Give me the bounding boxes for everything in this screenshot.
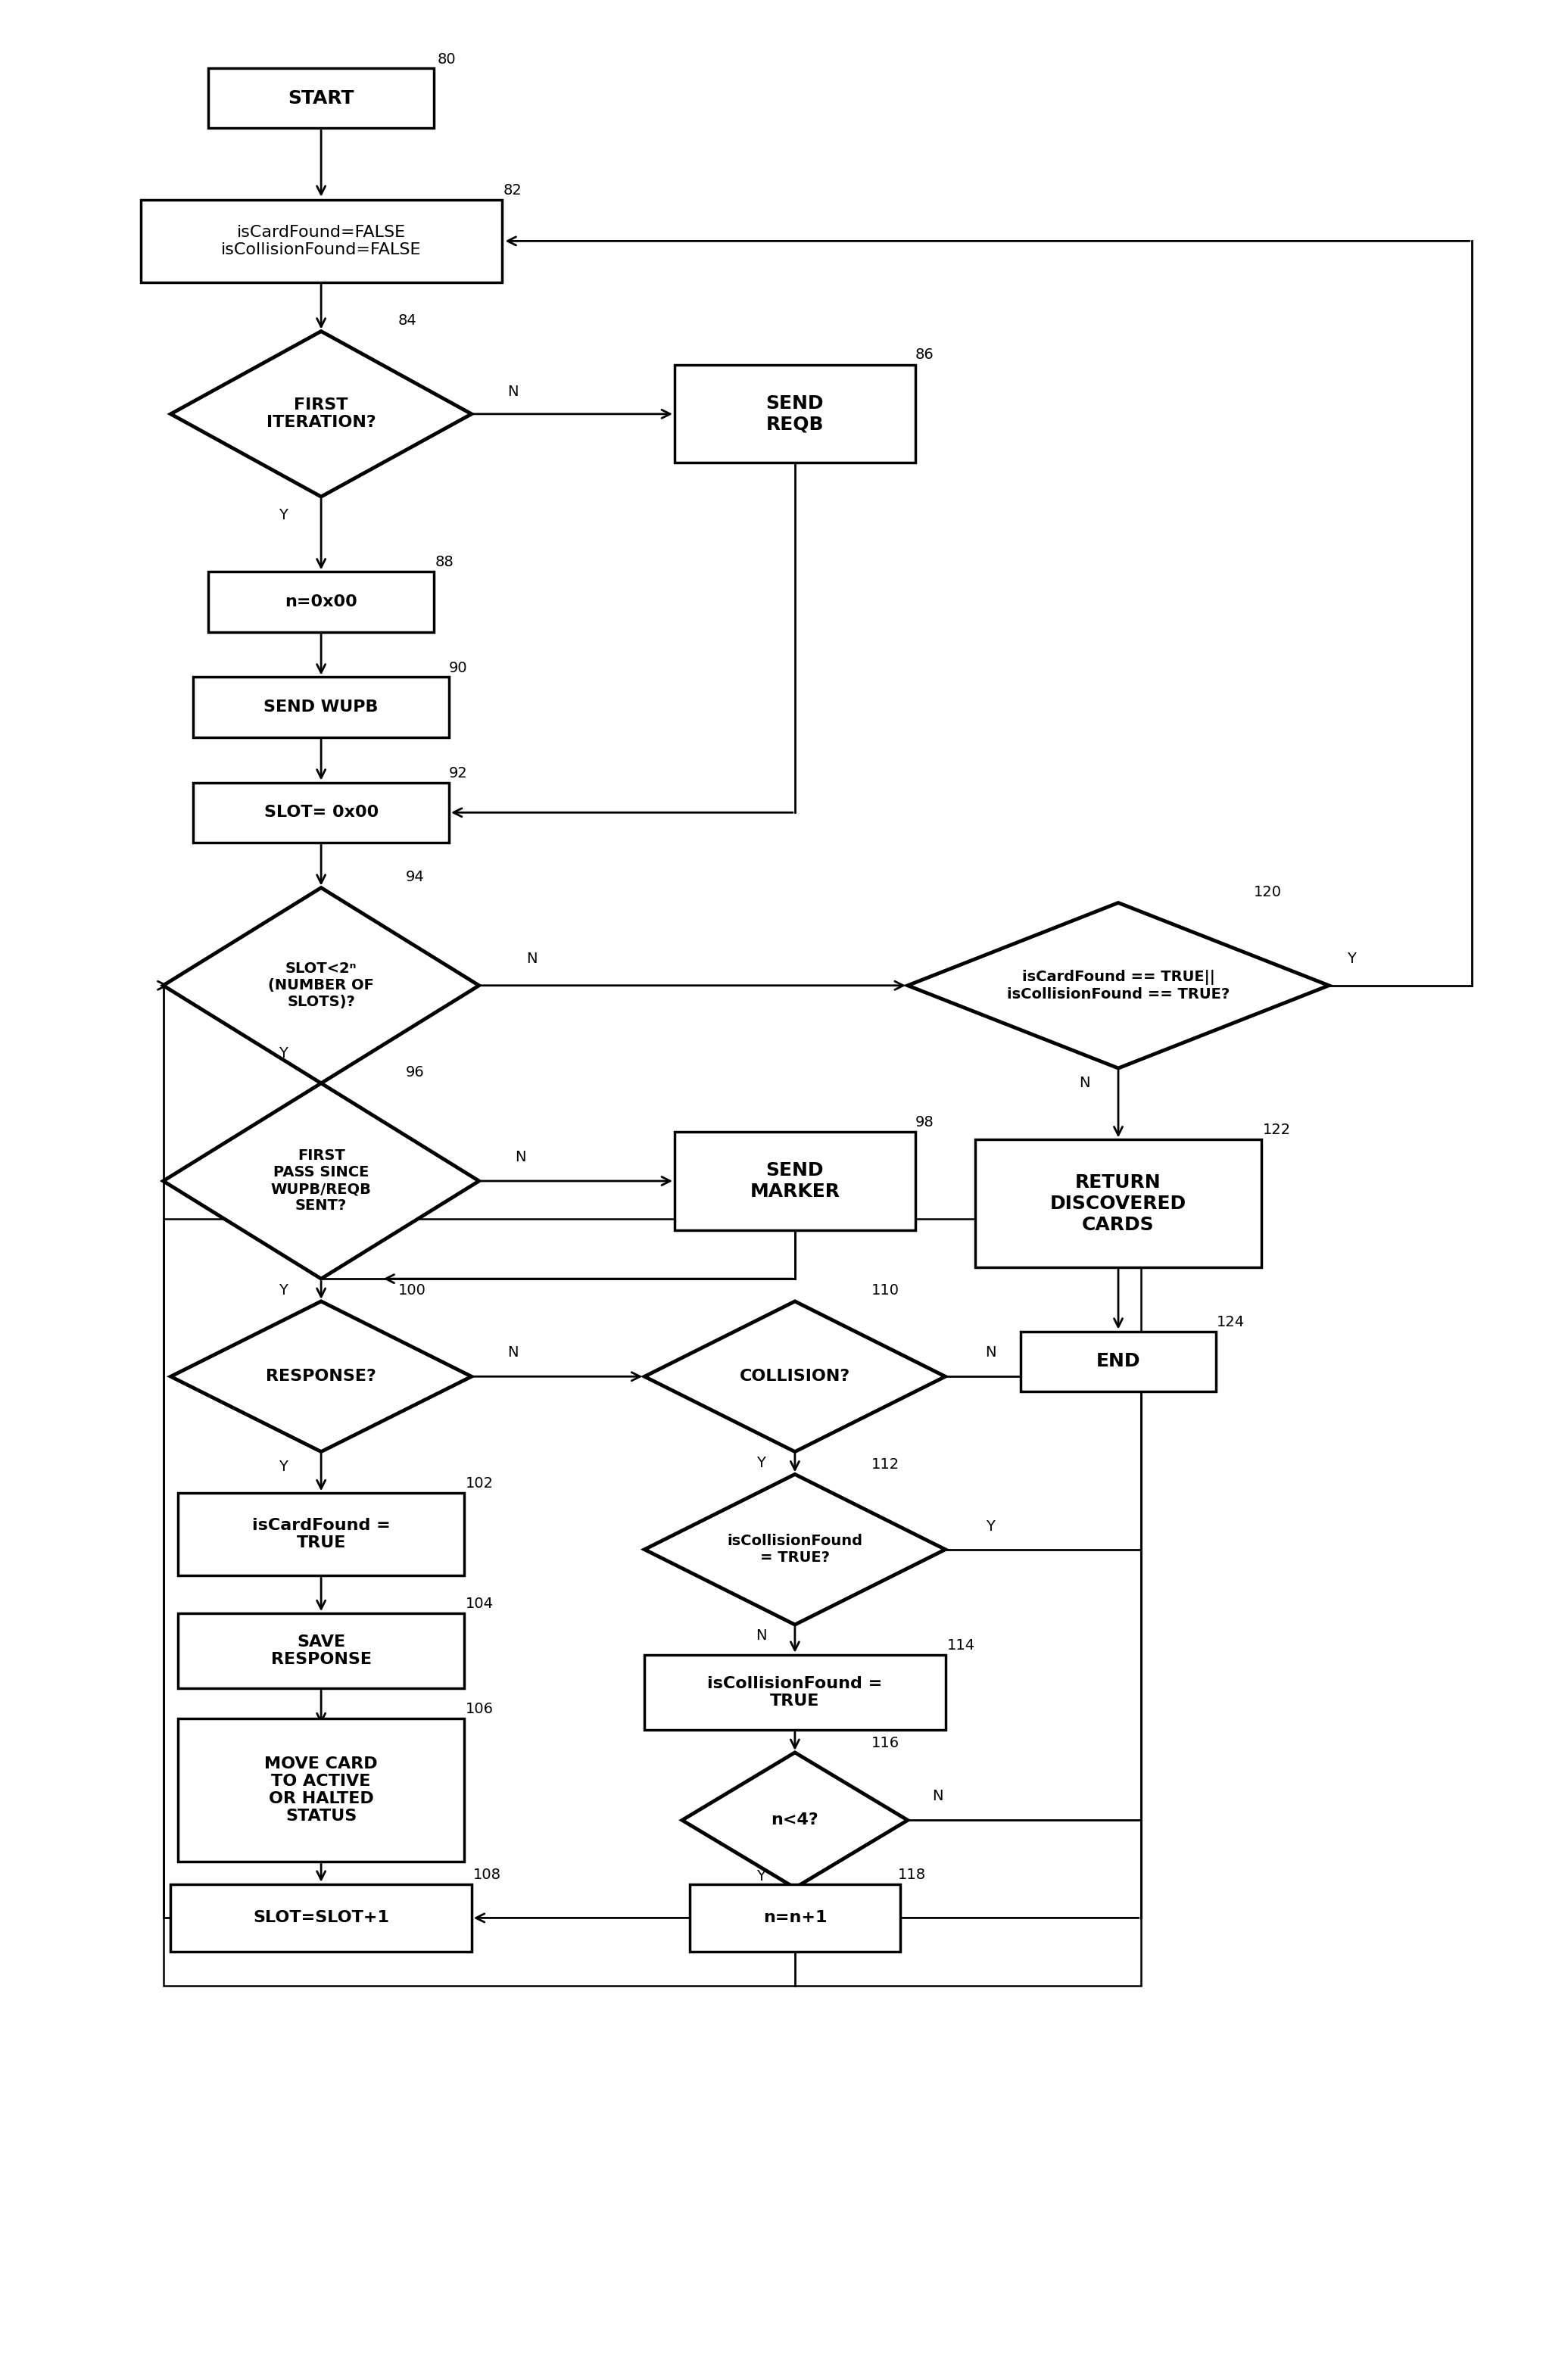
Text: isCardFound=FALSE
isCollisionFound=FALSE: isCardFound=FALSE isCollisionFound=FALSE xyxy=(221,224,422,257)
Text: 110: 110 xyxy=(872,1283,900,1297)
Text: END: END xyxy=(1096,1353,1140,1370)
Text: Y: Y xyxy=(757,1455,765,1469)
Text: SLOT= 0x00: SLOT= 0x00 xyxy=(263,805,378,820)
Text: 120: 120 xyxy=(1254,886,1281,900)
Polygon shape xyxy=(908,902,1328,1068)
Bar xyxy=(193,782,448,843)
Bar xyxy=(674,1131,916,1231)
Text: Y: Y xyxy=(279,1460,289,1474)
Text: FIRST
PASS SINCE
WUPB/REQB
SENT?: FIRST PASS SINCE WUPB/REQB SENT? xyxy=(271,1148,372,1214)
Text: 94: 94 xyxy=(406,869,423,883)
Text: N: N xyxy=(514,1150,525,1164)
Text: SEND
REQB: SEND REQB xyxy=(765,394,823,435)
Text: SLOT<2ⁿ
(NUMBER OF
SLOTS)?: SLOT<2ⁿ (NUMBER OF SLOTS)? xyxy=(268,961,375,1009)
Polygon shape xyxy=(682,1753,908,1887)
Text: Y: Y xyxy=(986,1519,996,1533)
Text: 92: 92 xyxy=(448,765,467,779)
Text: 112: 112 xyxy=(872,1457,900,1472)
Text: N: N xyxy=(508,385,519,399)
Text: 90: 90 xyxy=(448,661,467,676)
Text: 98: 98 xyxy=(916,1115,935,1129)
Text: isCollisionFound =
TRUE: isCollisionFound = TRUE xyxy=(707,1677,883,1708)
Text: Y: Y xyxy=(279,1283,289,1297)
Bar xyxy=(193,678,448,737)
Bar xyxy=(179,1493,464,1575)
Text: N: N xyxy=(985,1346,996,1361)
Text: 114: 114 xyxy=(947,1639,975,1653)
Text: START: START xyxy=(289,90,354,106)
Text: RESPONSE?: RESPONSE? xyxy=(267,1370,376,1384)
Text: COLLISION?: COLLISION? xyxy=(740,1370,850,1384)
Text: Y: Y xyxy=(279,508,289,522)
Text: 82: 82 xyxy=(503,182,522,198)
Bar xyxy=(690,1885,900,1951)
Text: 96: 96 xyxy=(406,1065,423,1079)
Bar xyxy=(674,366,916,463)
Bar xyxy=(179,1613,464,1689)
Text: SAVE
RESPONSE: SAVE RESPONSE xyxy=(271,1635,372,1668)
Text: 106: 106 xyxy=(466,1703,494,1717)
Text: Y: Y xyxy=(1347,952,1356,966)
Bar xyxy=(209,68,434,128)
Text: isCardFound =
TRUE: isCardFound = TRUE xyxy=(252,1519,390,1552)
Text: 88: 88 xyxy=(436,555,455,569)
Text: N: N xyxy=(1079,1077,1090,1091)
Polygon shape xyxy=(163,1084,480,1278)
Text: 84: 84 xyxy=(398,314,417,328)
Text: 86: 86 xyxy=(916,347,935,361)
Text: 102: 102 xyxy=(466,1476,494,1490)
Bar xyxy=(141,201,502,283)
Text: N: N xyxy=(527,952,538,966)
Text: SEND
MARKER: SEND MARKER xyxy=(750,1162,840,1200)
Text: isCollisionFound
= TRUE?: isCollisionFound = TRUE? xyxy=(728,1533,862,1566)
Bar xyxy=(171,1885,472,1951)
Polygon shape xyxy=(171,331,472,496)
Text: 108: 108 xyxy=(474,1868,502,1883)
Bar xyxy=(975,1138,1261,1268)
Text: Y: Y xyxy=(757,1868,765,1885)
Bar xyxy=(179,1720,464,1861)
Text: 80: 80 xyxy=(437,52,456,66)
Text: N: N xyxy=(933,1788,944,1802)
Text: 122: 122 xyxy=(1262,1122,1290,1138)
Text: isCardFound == TRUE||
isCollisionFound == TRUE?: isCardFound == TRUE|| isCollisionFound =… xyxy=(1007,968,1229,1001)
Bar xyxy=(644,1656,946,1729)
Text: 104: 104 xyxy=(466,1597,494,1611)
Text: 124: 124 xyxy=(1217,1316,1245,1330)
Text: n=0x00: n=0x00 xyxy=(285,595,358,609)
Bar xyxy=(163,1219,1142,1986)
Polygon shape xyxy=(644,1474,946,1625)
Polygon shape xyxy=(163,888,480,1084)
Polygon shape xyxy=(644,1301,946,1453)
Text: FIRST
ITERATION?: FIRST ITERATION? xyxy=(267,397,376,430)
Text: MOVE CARD
TO ACTIVE
OR HALTED
STATUS: MOVE CARD TO ACTIVE OR HALTED STATUS xyxy=(265,1757,378,1823)
Text: 116: 116 xyxy=(872,1736,900,1750)
Bar xyxy=(209,572,434,633)
Text: N: N xyxy=(508,1346,519,1361)
Text: Y: Y xyxy=(279,1046,289,1061)
Text: 100: 100 xyxy=(398,1283,426,1297)
Text: n<4?: n<4? xyxy=(771,1812,818,1828)
Bar xyxy=(1021,1332,1217,1391)
Text: n=n+1: n=n+1 xyxy=(764,1911,826,1925)
Text: 118: 118 xyxy=(898,1868,927,1883)
Text: N: N xyxy=(756,1630,767,1644)
Text: SLOT=SLOT+1: SLOT=SLOT+1 xyxy=(252,1911,389,1925)
Polygon shape xyxy=(171,1301,472,1453)
Text: RETURN
DISCOVERED
CARDS: RETURN DISCOVERED CARDS xyxy=(1051,1174,1187,1233)
Text: SEND WUPB: SEND WUPB xyxy=(263,699,378,716)
